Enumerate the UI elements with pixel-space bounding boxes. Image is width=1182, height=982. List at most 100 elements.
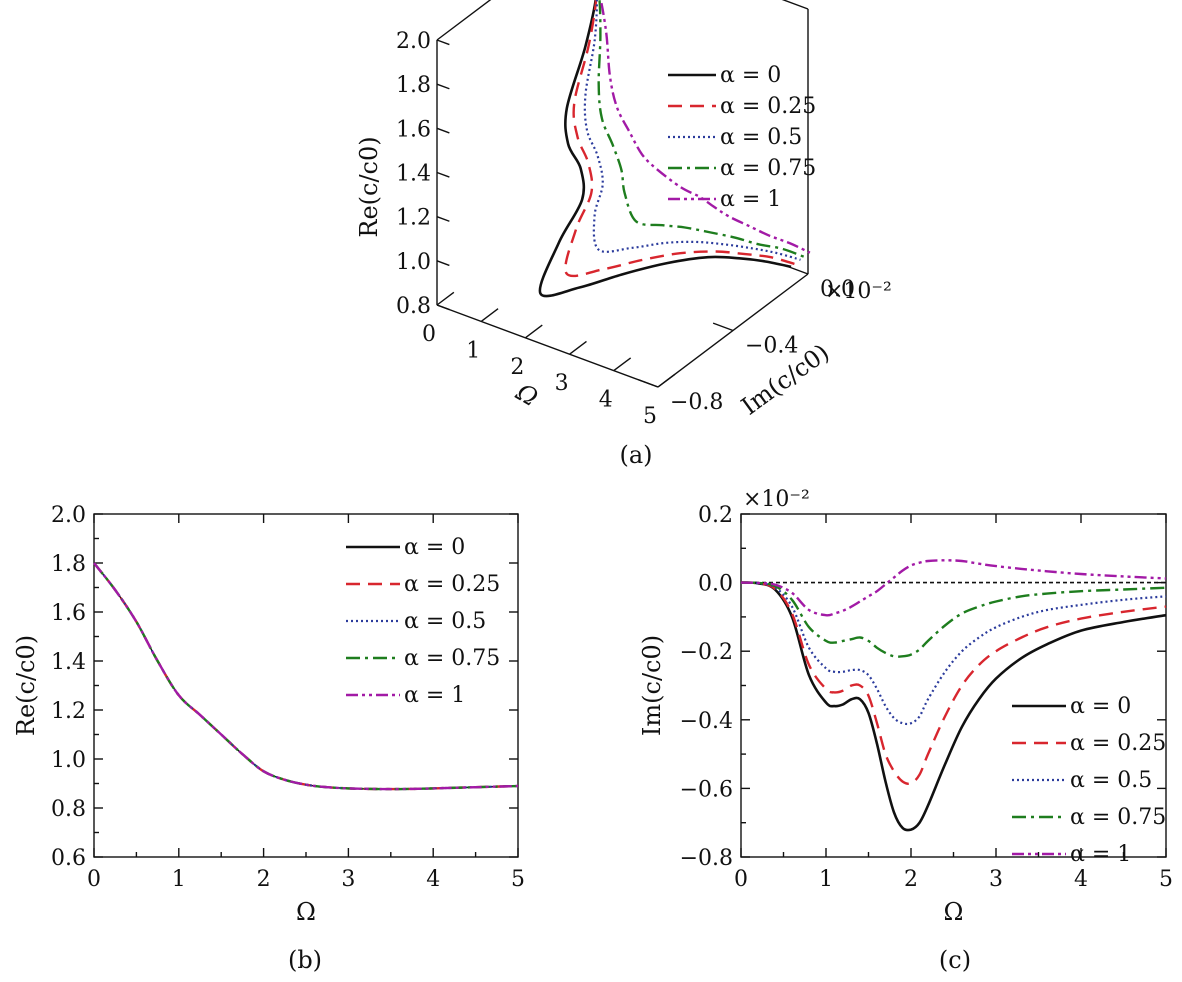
series-line-alpha-0 <box>538 0 792 298</box>
re-tick <box>436 304 450 311</box>
omega-tick <box>436 291 455 306</box>
y-tick-label: 0.0 <box>698 572 733 597</box>
x-tick-label: 0 <box>734 867 748 892</box>
top-left-edge <box>436 0 492 41</box>
legend-label-alpha-0: α = 0 <box>720 63 781 88</box>
y-tick-label: −0.4 <box>680 709 733 734</box>
re-tick-label: 0.8 <box>396 294 431 319</box>
legend-label-alpha-1: α = 1 <box>720 187 781 212</box>
re-tick-label: 1.6 <box>396 117 431 142</box>
y-axis-label: Re(c/c0) <box>12 635 40 736</box>
omega-tick-label: 0 <box>422 322 436 347</box>
re-tick-label: 2.0 <box>396 29 431 54</box>
re-tick-label: 1.0 <box>396 250 431 275</box>
x-tick-label: 5 <box>511 867 525 892</box>
legend-label-alpha-0-25: α = 0.25 <box>720 94 816 119</box>
legend-label-alpha-0: α = 0 <box>1070 694 1131 719</box>
omega-tick <box>569 340 587 355</box>
legend-label-alpha-0-5: α = 0.5 <box>720 125 802 150</box>
y-tick-label: 0.2 <box>698 503 733 528</box>
y-tick-label: 1.2 <box>51 699 86 724</box>
omega-axis-label: Ω <box>511 377 543 412</box>
x-tick-label: 1 <box>172 867 186 892</box>
series-line-alpha-0 <box>740 581 1167 832</box>
re-tick <box>436 260 450 267</box>
x-tick-label: 2 <box>904 867 918 892</box>
re-tick-label: 1.8 <box>396 73 431 98</box>
series-line-alpha-0-5 <box>583 0 801 261</box>
x-tick-label: 2 <box>257 867 271 892</box>
im-tick-label: −0.4 <box>745 334 798 359</box>
series-line-alpha-0-75 <box>597 0 805 259</box>
y-tick-label: 1.0 <box>51 748 86 773</box>
omega-tick-label: 5 <box>643 404 657 429</box>
series-line-alpha-0-75 <box>740 581 1167 658</box>
series-line-alpha-0-75 <box>93 562 519 791</box>
im-tick-label: 0.0 <box>820 277 855 302</box>
legend-label-alpha-0-75: α = 0.75 <box>720 156 816 181</box>
omega-axis-edge <box>436 304 659 388</box>
x-tick-label: 3 <box>989 867 1003 892</box>
x-tick-label: 1 <box>819 867 833 892</box>
series-line-alpha-1 <box>93 562 519 791</box>
omega-tick-label: 3 <box>555 371 569 396</box>
series-line-alpha-0-25 <box>564 0 796 278</box>
re-tick <box>436 171 450 178</box>
legend-label-alpha-0: α = 0 <box>404 535 465 560</box>
y-axis-label: Im(c/c0) <box>638 635 666 736</box>
legend-label-alpha-1: α = 1 <box>1070 842 1131 867</box>
y-tick-label: 0.6 <box>51 846 86 871</box>
y-tick-label: −0.6 <box>680 777 733 802</box>
series-line-alpha-1 <box>740 559 1167 617</box>
x-tick-label: 4 <box>1074 867 1088 892</box>
x-axis-label: Ω <box>944 898 964 926</box>
y-tick-label: −0.2 <box>680 640 733 665</box>
x-tick-label: 4 <box>426 867 440 892</box>
legend-label-alpha-0-5: α = 0.5 <box>404 609 486 634</box>
x-tick-label: 3 <box>341 867 355 892</box>
legend-label-alpha-0-5: α = 0.5 <box>1070 768 1152 793</box>
re-tick-label: 1.4 <box>396 162 431 187</box>
x-axis-label: Ω <box>296 898 316 926</box>
re-tick-label: 1.2 <box>396 206 431 231</box>
y-tick-label: 1.4 <box>51 650 86 675</box>
omega-tick <box>613 357 632 372</box>
omega-tick <box>480 308 499 322</box>
y-tick-label: 0.8 <box>51 797 86 822</box>
omega-tick <box>657 373 676 388</box>
top-right-edge <box>781 0 809 10</box>
re-tick <box>436 216 450 222</box>
im-tick <box>787 265 809 275</box>
y-multiplier-label: ×10⁻² <box>743 487 810 512</box>
im-tick-label: −0.8 <box>670 390 723 415</box>
re-axis-label: Re(c/c0) <box>355 136 383 237</box>
y-tick-label: −0.8 <box>680 846 733 871</box>
caption-a: (a) <box>619 441 652 469</box>
panel-b: 0 1 2 3 4 5 0.6 0.8 1.0 1.2 1.4 1.6 1.8 2.0 Ω Re(c/c0) α… <box>12 503 525 926</box>
im-multiplier-label: ×10⁻² <box>825 279 892 304</box>
panel-c: 0 1 2 3 4 5 −0.8 −0.6 −0.4 −0.2 0.0 0.2 Ω Im(c/c0) ×10… <box>638 487 1173 926</box>
re-tick <box>436 127 450 134</box>
im-tick <box>637 378 659 388</box>
y-tick-label: 1.6 <box>51 601 86 626</box>
im-tick <box>712 322 734 332</box>
caption-c: (c) <box>939 946 971 974</box>
omega-tick-label: 2 <box>510 355 524 380</box>
legend-label-alpha-0-25: α = 0.25 <box>1070 731 1166 756</box>
panel-a: 0.8 1.0 1.2 1.4 1.6 1.8 2.0 0 1 2 3 4 5 0.0 −0.4 −0.8 Re… <box>355 0 892 429</box>
omega-tick-label: 4 <box>599 388 613 413</box>
legend-label-alpha-0-75: α = 0.75 <box>1070 805 1166 830</box>
re-tick <box>436 39 450 46</box>
legend-label-alpha-1: α = 1 <box>404 683 465 708</box>
x-tick-label: 0 <box>87 867 101 892</box>
re-tick <box>436 83 450 90</box>
omega-tick-label: 1 <box>466 338 480 363</box>
series-line-alpha-0-5 <box>740 581 1167 726</box>
legend-label-alpha-0-75: α = 0.75 <box>404 646 500 671</box>
omega-tick <box>524 324 543 339</box>
legend-label-alpha-0-25: α = 0.25 <box>404 572 500 597</box>
caption-b: (b) <box>288 946 322 974</box>
y-tick-label: 2.0 <box>51 503 86 528</box>
x-tick-label: 5 <box>1159 867 1173 892</box>
